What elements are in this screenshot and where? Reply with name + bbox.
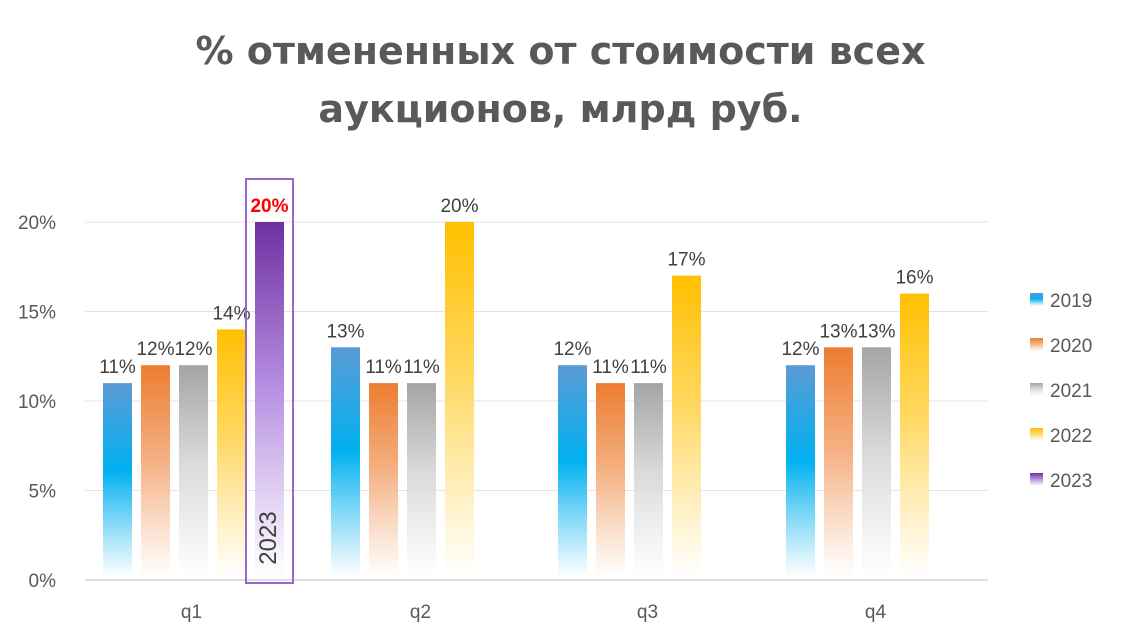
data-label-2023-q1: 20% bbox=[250, 196, 288, 217]
legend-label-2020: 2020 bbox=[1050, 336, 1092, 357]
legend-swatch-2022 bbox=[1030, 428, 1043, 441]
legend-label-2022: 2022 bbox=[1050, 426, 1092, 447]
chart-title: % отмененных от стоимости всех аукционов… bbox=[0, 22, 1121, 138]
x-axis: q1 q2 q3 q4 bbox=[181, 602, 887, 623]
data-label-2019-q1: 11% bbox=[99, 357, 136, 378]
chart-title-line-2: аукционов, млрд руб. bbox=[318, 87, 803, 131]
y-axis: 0% 5% 10% 15% 20% bbox=[18, 213, 56, 592]
category-label-q2: q2 bbox=[410, 602, 431, 623]
bar-2021-q2 bbox=[407, 383, 436, 577]
data-label-2022-q3: 17% bbox=[667, 250, 705, 271]
bar-2019-q1 bbox=[103, 383, 132, 577]
y-tick-label: 0% bbox=[29, 571, 57, 592]
data-label-2020-q1: 12% bbox=[136, 339, 174, 360]
bar-2019-q2 bbox=[331, 347, 360, 577]
legend-swatch-2023 bbox=[1030, 473, 1043, 486]
bar-2020-q2 bbox=[369, 383, 398, 577]
bar-2022-q2 bbox=[445, 222, 474, 577]
data-label-2022-q4: 16% bbox=[895, 268, 933, 289]
category-label-q3: q3 bbox=[637, 602, 658, 623]
bar-2020-q3 bbox=[596, 383, 625, 577]
y-tick-label: 15% bbox=[18, 303, 56, 324]
bar-2019-q3 bbox=[558, 365, 587, 577]
data-label-2022-q1: 14% bbox=[212, 303, 250, 324]
highlight-series-label: 2023 bbox=[255, 511, 282, 564]
category-label-q1: q1 bbox=[181, 602, 202, 623]
data-label-2020-q4: 13% bbox=[819, 321, 857, 342]
bar-2022-q3 bbox=[672, 275, 701, 577]
bars bbox=[103, 222, 929, 577]
bar-2020-q1 bbox=[141, 365, 170, 577]
highlight-box bbox=[245, 178, 294, 584]
bar-2020-q4 bbox=[824, 347, 853, 577]
bar-2022-q4 bbox=[900, 293, 929, 577]
y-tick-label: 20% bbox=[18, 213, 56, 234]
data-label-2021-q4: 13% bbox=[857, 321, 895, 342]
data-label-2020-q2: 11% bbox=[365, 357, 402, 378]
data-label-2021-q1: 12% bbox=[174, 339, 212, 360]
legend-label-2019: 2019 bbox=[1050, 291, 1092, 312]
data-label-2019-q2: 13% bbox=[326, 321, 364, 342]
data-label-2021-q2: 11% bbox=[403, 357, 440, 378]
bar-2023-q1 bbox=[255, 222, 284, 577]
legend-swatch-2020 bbox=[1030, 338, 1043, 351]
bar-2019-q4 bbox=[786, 365, 815, 577]
data-label-2019-q4: 12% bbox=[781, 339, 819, 360]
bar-2021-q1 bbox=[179, 365, 208, 577]
legend-swatch-2019 bbox=[1030, 293, 1043, 306]
legend-label-2023: 2023 bbox=[1050, 471, 1092, 492]
data-label-2022-q2: 20% bbox=[440, 196, 478, 217]
data-label-2021-q3: 11% bbox=[630, 357, 667, 378]
bar-2022-q1 bbox=[217, 329, 246, 577]
legend: 2019 2020 2021 2022 2023 bbox=[1030, 291, 1092, 492]
y-tick-label: 5% bbox=[29, 482, 57, 503]
category-label-q4: q4 bbox=[865, 602, 887, 623]
data-label-2019-q3: 12% bbox=[553, 339, 591, 360]
bar-2021-q4 bbox=[862, 347, 891, 577]
legend-label-2021: 2021 bbox=[1050, 381, 1092, 402]
legend-swatch-2021 bbox=[1030, 383, 1043, 396]
chart-title-line-1: % отмененных от стоимости всех bbox=[195, 29, 926, 73]
y-tick-label: 10% bbox=[18, 392, 56, 413]
data-label-2020-q3: 11% bbox=[592, 357, 629, 378]
bar-2021-q3 bbox=[634, 383, 663, 577]
